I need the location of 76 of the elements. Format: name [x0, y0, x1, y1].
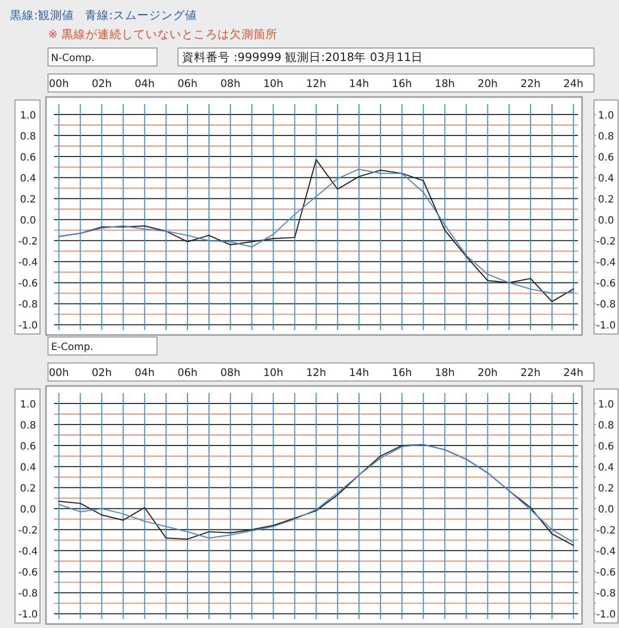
x-tick-label: 18h [434, 367, 455, 379]
y-tick-label: -1.0 [18, 610, 38, 621]
y-tick-label: -0.6 [18, 278, 38, 290]
x-tick-label: 00h [48, 78, 69, 90]
x-tick-label: 08h [220, 78, 240, 90]
x-tick-label: 02h [92, 78, 112, 90]
y2-tick-label: -1.0 [596, 610, 616, 621]
y2-tick-label: -0.6 [596, 278, 616, 290]
y2-tick-label: 1.0 [598, 110, 614, 122]
y-tick-label: 0.8 [20, 132, 36, 143]
y2-tick-label: 0.4 [598, 174, 614, 185]
y2-tick-label: -0.2 [596, 236, 616, 248]
y2-tick-label: 0.6 [598, 442, 614, 453]
y-tick-label: -0.2 [18, 236, 38, 248]
x-tick-label: 24h [563, 367, 584, 379]
y-tick-label: -0.8 [18, 588, 38, 600]
y2-tick-label: 0.0 [598, 504, 614, 516]
x-tick-label: 10h [263, 78, 284, 90]
chart-title: E-Comp. [51, 342, 94, 353]
x-tick-label: 10h [263, 367, 284, 379]
text: 青線:スムージング値 [85, 8, 197, 22]
x-tick-label: 06h [177, 367, 198, 379]
x-tick-label: 08h [220, 367, 240, 379]
y-tick-label: 1.0 [20, 400, 36, 411]
x-tick-label: 12h [306, 78, 326, 90]
y2-tick-label: 0.2 [598, 484, 614, 495]
y2-tick-label: -0.6 [596, 568, 616, 579]
x-tick-label: 20h [478, 367, 498, 379]
x-tick-label: 14h [349, 78, 370, 90]
x-tick-label: 20h [478, 78, 498, 90]
x-tick-label: 00h [48, 367, 69, 379]
text: 黒線:観測値 [10, 8, 74, 22]
y2-tick-label: 0.6 [598, 152, 614, 164]
x-tick-label: 04h [134, 78, 155, 90]
y-tick-label: -0.4 [18, 258, 38, 269]
x-tick-label: 12h [306, 367, 326, 379]
y2-tick-label: 0.4 [598, 462, 614, 474]
y-tick-label: -1.0 [18, 320, 38, 332]
y-tick-label: 0.6 [20, 442, 36, 453]
y-tick-label: 0.8 [20, 420, 36, 432]
y-tick-label: -0.4 [18, 546, 38, 558]
y2-tick-label: -0.8 [596, 588, 616, 600]
y-tick-label: 0.2 [20, 194, 36, 206]
x-tick-label: 16h [392, 367, 412, 379]
y2-tick-label: -0.4 [596, 546, 616, 558]
x-tick-label: 22h [520, 367, 541, 379]
y-tick-label: 0.4 [20, 462, 36, 474]
x-tick-label: 16h [392, 78, 412, 90]
y2-tick-label: 0.0 [598, 216, 614, 227]
y-tick-label: 1.0 [20, 110, 36, 122]
y-tick-label: 0.6 [20, 152, 36, 164]
y-tick-label: 0.0 [20, 504, 36, 516]
y2-tick-label: 1.0 [598, 400, 614, 411]
y2-tick-label: -0.4 [596, 258, 616, 269]
x-tick-label: 22h [520, 78, 541, 90]
text: 資料番号 :999999 観測日:2018年 03月11日 [182, 50, 424, 64]
y-tick-label: -0.8 [18, 300, 38, 311]
x-tick-label: 06h [177, 78, 198, 90]
x-tick-label: 02h [92, 367, 112, 379]
y2-tick-label: 0.8 [598, 420, 614, 432]
y2-tick-label: -0.8 [596, 300, 616, 311]
x-tick-label: 24h [563, 78, 584, 90]
y2-tick-label: 0.8 [598, 132, 614, 143]
y2-tick-label: -0.2 [596, 526, 616, 537]
x-tick-label: 14h [349, 367, 370, 379]
y-tick-label: 0.2 [20, 484, 36, 495]
y-tick-label: 0.0 [20, 216, 36, 227]
y-tick-label: -0.6 [18, 568, 38, 579]
y2-tick-label: -1.0 [596, 320, 616, 332]
text: ※ 黒線が連続していないところは欠測箇所 [48, 27, 278, 41]
y-tick-label: -0.2 [18, 526, 38, 537]
chart-title: N-Comp. [51, 53, 94, 64]
x-tick-label: 04h [134, 367, 155, 379]
y2-tick-label: 0.2 [598, 194, 614, 206]
y-tick-label: 0.4 [20, 174, 36, 185]
x-tick-label: 18h [434, 78, 455, 90]
